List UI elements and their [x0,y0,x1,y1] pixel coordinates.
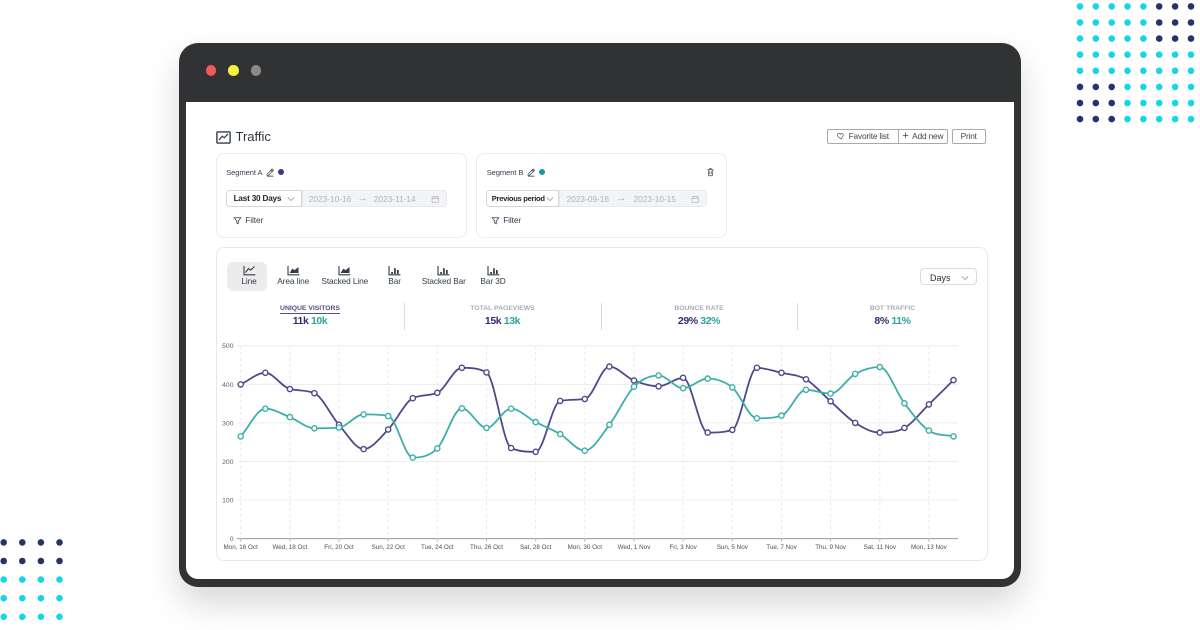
svg-text:Sat, 11 Nov: Sat, 11 Nov [864,544,897,551]
svg-text:500: 500 [222,343,234,350]
svg-text:Thu, 26 Oct: Thu, 26 Oct [470,544,503,551]
svg-text:Fri, 3 Nov: Fri, 3 Nov [669,544,697,551]
svg-text:Fri, 20 Oct: Fri, 20 Oct [324,544,354,551]
svg-text:Mon, 30 Oct: Mon, 30 Oct [568,544,603,551]
svg-text:Wed, 18 Oct: Wed, 18 Oct [272,544,307,551]
svg-text:200: 200 [222,459,234,466]
svg-text:Tue, 24 Oct: Tue, 24 Oct [421,544,454,551]
svg-text:300: 300 [222,420,234,427]
svg-text:400: 400 [222,382,234,389]
svg-text:Tue, 7 Nov: Tue, 7 Nov [766,544,797,551]
svg-text:100: 100 [222,497,234,504]
svg-text:Wed, 1 Nov: Wed, 1 Nov [618,544,652,551]
svg-text:Sun, 22 Oct: Sun, 22 Oct [372,544,406,551]
svg-text:Thu, 9 Nov: Thu, 9 Nov [815,544,847,551]
svg-text:Sat, 28 Oct: Sat, 28 Oct [520,544,552,551]
svg-text:Sun, 5 Nov: Sun, 5 Nov [717,544,749,551]
svg-text:Mon, 16 Oct: Mon, 16 Oct [224,544,259,551]
svg-text:0: 0 [230,536,234,543]
svg-text:Mon, 13 Nov: Mon, 13 Nov [911,544,948,551]
